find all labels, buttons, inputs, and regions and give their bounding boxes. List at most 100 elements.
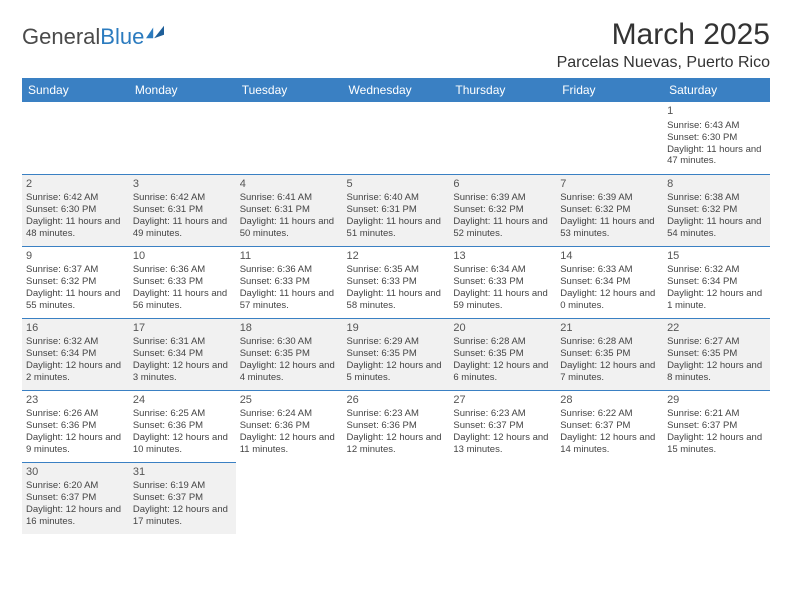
daylight-text: Daylight: 11 hours and 53 minutes. <box>560 216 659 240</box>
daylight-text: Daylight: 11 hours and 49 minutes. <box>133 216 232 240</box>
daylight-text: Daylight: 12 hours and 4 minutes. <box>240 360 339 384</box>
daylight-text: Daylight: 12 hours and 3 minutes. <box>133 360 232 384</box>
day-number: 22 <box>667 322 766 336</box>
sunrise-text: Sunrise: 6:36 AM <box>133 264 232 276</box>
daylight-text: Daylight: 12 hours and 8 minutes. <box>667 360 766 384</box>
calendar-empty-cell <box>343 102 450 174</box>
calendar-day-cell: 23Sunrise: 6:26 AMSunset: 6:36 PMDayligh… <box>22 390 129 462</box>
sunset-text: Sunset: 6:35 PM <box>240 348 339 360</box>
calendar-day-cell: 4Sunrise: 6:41 AMSunset: 6:31 PMDaylight… <box>236 174 343 246</box>
sunrise-text: Sunrise: 6:30 AM <box>240 336 339 348</box>
daylight-text: Daylight: 12 hours and 16 minutes. <box>26 504 125 528</box>
daylight-text: Daylight: 11 hours and 47 minutes. <box>667 144 766 168</box>
calendar-day-cell: 14Sunrise: 6:33 AMSunset: 6:34 PMDayligh… <box>556 246 663 318</box>
calendar-week-row: 23Sunrise: 6:26 AMSunset: 6:36 PMDayligh… <box>22 390 770 462</box>
daylight-text: Daylight: 11 hours and 57 minutes. <box>240 288 339 312</box>
sunset-text: Sunset: 6:31 PM <box>347 204 446 216</box>
sunrise-text: Sunrise: 6:39 AM <box>560 192 659 204</box>
sunrise-text: Sunrise: 6:32 AM <box>26 336 125 348</box>
calendar-week-row: 2Sunrise: 6:42 AMSunset: 6:30 PMDaylight… <box>22 174 770 246</box>
title-block: March 2025 Parcelas Nuevas, Puerto Rico <box>557 18 770 72</box>
sunset-text: Sunset: 6:34 PM <box>26 348 125 360</box>
day-number: 20 <box>453 322 552 336</box>
daylight-text: Daylight: 12 hours and 12 minutes. <box>347 432 446 456</box>
day-number: 7 <box>560 178 659 192</box>
daylight-text: Daylight: 12 hours and 0 minutes. <box>560 288 659 312</box>
day-number: 6 <box>453 178 552 192</box>
sunrise-text: Sunrise: 6:33 AM <box>560 264 659 276</box>
sunrise-text: Sunrise: 6:40 AM <box>347 192 446 204</box>
weekday-header: Tuesday <box>236 78 343 102</box>
calendar-day-cell: 21Sunrise: 6:28 AMSunset: 6:35 PMDayligh… <box>556 318 663 390</box>
day-number: 3 <box>133 178 232 192</box>
sunrise-text: Sunrise: 6:23 AM <box>347 408 446 420</box>
sunset-text: Sunset: 6:37 PM <box>133 492 232 504</box>
sunset-text: Sunset: 6:36 PM <box>240 420 339 432</box>
sunset-text: Sunset: 6:32 PM <box>560 204 659 216</box>
daylight-text: Daylight: 11 hours and 50 minutes. <box>240 216 339 240</box>
sunrise-text: Sunrise: 6:41 AM <box>240 192 339 204</box>
calendar-empty-cell <box>449 462 556 534</box>
sunrise-text: Sunrise: 6:22 AM <box>560 408 659 420</box>
daylight-text: Daylight: 11 hours and 54 minutes. <box>667 216 766 240</box>
sunrise-text: Sunrise: 6:28 AM <box>453 336 552 348</box>
calendar-week-row: 30Sunrise: 6:20 AMSunset: 6:37 PMDayligh… <box>22 462 770 534</box>
sunset-text: Sunset: 6:32 PM <box>667 204 766 216</box>
calendar-empty-cell <box>663 462 770 534</box>
sunset-text: Sunset: 6:33 PM <box>453 276 552 288</box>
calendar-empty-cell <box>556 102 663 174</box>
sunrise-text: Sunrise: 6:35 AM <box>347 264 446 276</box>
sunset-text: Sunset: 6:31 PM <box>133 204 232 216</box>
day-number: 8 <box>667 178 766 192</box>
weekday-header: Monday <box>129 78 236 102</box>
logo-text-blue: Blue <box>100 24 144 50</box>
sunrise-text: Sunrise: 6:19 AM <box>133 480 232 492</box>
daylight-text: Daylight: 12 hours and 13 minutes. <box>453 432 552 456</box>
calendar-day-cell: 6Sunrise: 6:39 AMSunset: 6:32 PMDaylight… <box>449 174 556 246</box>
weekday-header: Saturday <box>663 78 770 102</box>
page: GeneralBlue March 2025 Parcelas Nuevas, … <box>0 0 792 552</box>
weekday-header: Thursday <box>449 78 556 102</box>
calendar-day-cell: 10Sunrise: 6:36 AMSunset: 6:33 PMDayligh… <box>129 246 236 318</box>
daylight-text: Daylight: 12 hours and 14 minutes. <box>560 432 659 456</box>
daylight-text: Daylight: 12 hours and 9 minutes. <box>26 432 125 456</box>
weekday-header: Friday <box>556 78 663 102</box>
day-number: 11 <box>240 250 339 264</box>
sunrise-text: Sunrise: 6:29 AM <box>347 336 446 348</box>
day-number: 1 <box>667 105 766 119</box>
day-number: 24 <box>133 394 232 408</box>
calendar-day-cell: 20Sunrise: 6:28 AMSunset: 6:35 PMDayligh… <box>449 318 556 390</box>
day-number: 9 <box>26 250 125 264</box>
sunset-text: Sunset: 6:35 PM <box>560 348 659 360</box>
sunrise-text: Sunrise: 6:37 AM <box>26 264 125 276</box>
calendar-empty-cell <box>129 102 236 174</box>
sunset-text: Sunset: 6:35 PM <box>453 348 552 360</box>
sunrise-text: Sunrise: 6:28 AM <box>560 336 659 348</box>
sunrise-text: Sunrise: 6:27 AM <box>667 336 766 348</box>
sunrise-text: Sunrise: 6:43 AM <box>667 120 766 132</box>
calendar-empty-cell <box>343 462 450 534</box>
location: Parcelas Nuevas, Puerto Rico <box>557 54 770 72</box>
calendar-day-cell: 27Sunrise: 6:23 AMSunset: 6:37 PMDayligh… <box>449 390 556 462</box>
sunrise-text: Sunrise: 6:34 AM <box>453 264 552 276</box>
sunrise-text: Sunrise: 6:25 AM <box>133 408 232 420</box>
daylight-text: Daylight: 11 hours and 55 minutes. <box>26 288 125 312</box>
calendar-day-cell: 26Sunrise: 6:23 AMSunset: 6:36 PMDayligh… <box>343 390 450 462</box>
sunset-text: Sunset: 6:30 PM <box>667 132 766 144</box>
daylight-text: Daylight: 11 hours and 56 minutes. <box>133 288 232 312</box>
calendar-day-cell: 8Sunrise: 6:38 AMSunset: 6:32 PMDaylight… <box>663 174 770 246</box>
weekday-header: Sunday <box>22 78 129 102</box>
calendar-empty-cell <box>556 462 663 534</box>
day-number: 4 <box>240 178 339 192</box>
calendar-day-cell: 3Sunrise: 6:42 AMSunset: 6:31 PMDaylight… <box>129 174 236 246</box>
calendar-day-cell: 17Sunrise: 6:31 AMSunset: 6:34 PMDayligh… <box>129 318 236 390</box>
sunrise-text: Sunrise: 6:38 AM <box>667 192 766 204</box>
calendar-day-cell: 30Sunrise: 6:20 AMSunset: 6:37 PMDayligh… <box>22 462 129 534</box>
calendar-day-cell: 16Sunrise: 6:32 AMSunset: 6:34 PMDayligh… <box>22 318 129 390</box>
calendar-day-cell: 11Sunrise: 6:36 AMSunset: 6:33 PMDayligh… <box>236 246 343 318</box>
day-number: 21 <box>560 322 659 336</box>
calendar-day-cell: 18Sunrise: 6:30 AMSunset: 6:35 PMDayligh… <box>236 318 343 390</box>
daylight-text: Daylight: 12 hours and 11 minutes. <box>240 432 339 456</box>
daylight-text: Daylight: 11 hours and 58 minutes. <box>347 288 446 312</box>
day-number: 31 <box>133 466 232 480</box>
